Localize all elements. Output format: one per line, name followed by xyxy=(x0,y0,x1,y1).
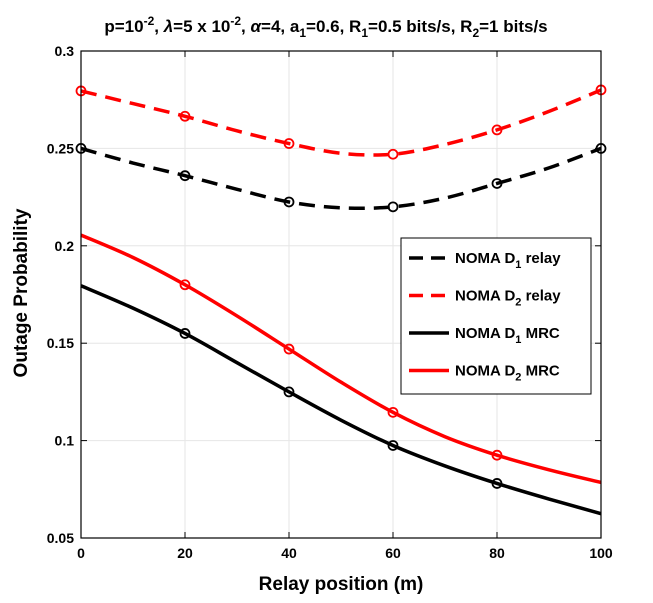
title-part: 1 xyxy=(299,26,306,40)
y-axis-label: Outage Probability xyxy=(11,208,32,377)
series-marker-0 xyxy=(491,178,503,189)
series-marker-3 xyxy=(179,279,191,291)
y-tick-label: 0.2 xyxy=(55,238,75,254)
y-tick-label: 0.3 xyxy=(55,43,75,59)
series-marker-3 xyxy=(283,343,295,355)
title-part: λ xyxy=(163,17,173,36)
title-part: -2 xyxy=(144,14,155,28)
axes: 0 20 40 60 80 100 0.05 0.1 0.15 0.2 0.25 0.3 xyxy=(47,43,613,561)
title-part: α xyxy=(251,17,263,36)
axes-box xyxy=(80,50,602,539)
series-marker-2 xyxy=(491,478,503,489)
chart-title: p=10-2, λ=5 x 10-2, α=4, a1=0.6, R1=0.5 … xyxy=(104,14,547,40)
series-marker-3 xyxy=(491,449,503,461)
x-tick-label: 40 xyxy=(281,545,297,561)
title-part: =5 x 10 xyxy=(173,17,230,36)
legend: NOMA D1 relay NOMA D2 relay NOMA D1 MRC NOM… xyxy=(400,237,592,395)
x-tick-label: 20 xyxy=(177,545,193,561)
series-line-1 xyxy=(80,88,602,157)
series-marker-1 xyxy=(283,138,295,149)
series-line-3 xyxy=(80,233,602,485)
series-marker-3 xyxy=(387,406,399,418)
x-tick-label: 0 xyxy=(77,545,85,561)
y-tick-label: 0.1 xyxy=(55,433,75,449)
title-part: =0.6, R xyxy=(306,17,361,36)
title-part: =1 bits/s xyxy=(479,17,548,36)
legend-label-1: NOMA D2 relay xyxy=(455,288,561,309)
x-tick-label: 60 xyxy=(385,545,401,561)
title-part: =4, a xyxy=(261,17,300,36)
series-marker-1 xyxy=(179,110,191,122)
legend-label-2: NOMA D1 MRC xyxy=(455,325,560,346)
title-part: , xyxy=(154,17,163,36)
legend-label-3: NOMA D2 MRC xyxy=(455,363,560,384)
series-line-0 xyxy=(80,146,602,211)
series-marker-2 xyxy=(283,386,295,398)
legend-box xyxy=(400,237,592,395)
title-part: 2 xyxy=(472,26,479,40)
series-marker-2 xyxy=(387,440,399,451)
x-axis-label: Relay position (m) xyxy=(259,574,424,595)
series-marker-2 xyxy=(179,328,191,339)
y-tick-label: 0.25 xyxy=(47,140,74,156)
series-marker-0 xyxy=(283,196,295,208)
series-marker-0 xyxy=(179,170,191,182)
y-tick-label: 0.05 xyxy=(47,530,74,546)
x-tick-label: 100 xyxy=(589,545,613,561)
title-part: =0.5 bits/s, R xyxy=(368,17,472,36)
title-part: , xyxy=(241,17,250,36)
plot-area xyxy=(75,84,607,516)
x-tick-label: 80 xyxy=(489,545,505,561)
y-tick-label: 0.15 xyxy=(47,335,74,351)
legend-label-0: NOMA D1 relay xyxy=(455,250,561,271)
title-part: -2 xyxy=(230,14,241,28)
series-marker-1 xyxy=(491,124,503,136)
title-part: 1 xyxy=(361,26,368,40)
series-marker-0 xyxy=(387,201,399,213)
series-line-2 xyxy=(80,284,602,516)
series-marker-1 xyxy=(387,148,399,160)
title-part: p=10 xyxy=(104,17,143,36)
